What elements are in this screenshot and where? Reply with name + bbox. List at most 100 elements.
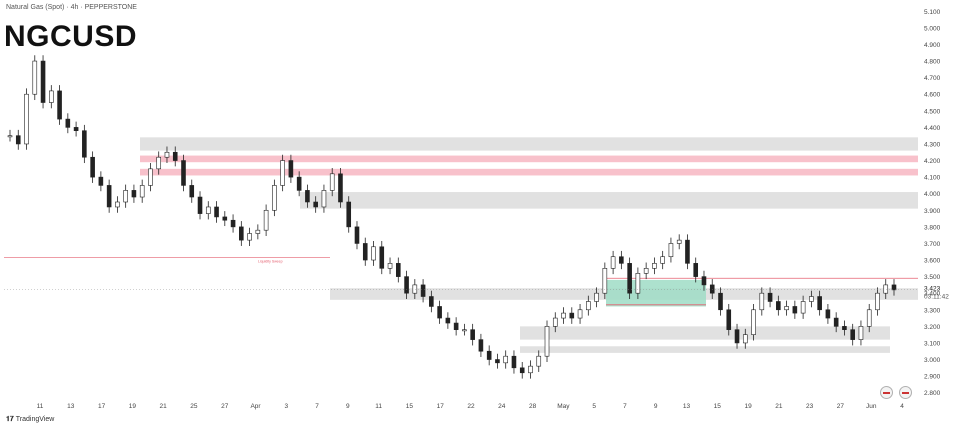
candle-body	[205, 206, 211, 214]
candle-body	[362, 243, 368, 261]
x-tick-label: 13	[683, 403, 691, 410]
currency-flag-icon-2[interactable]	[899, 386, 912, 399]
candle-body	[7, 135, 13, 138]
candle-body	[635, 272, 641, 294]
zone-teal-5	[606, 279, 706, 307]
candle-body	[222, 216, 228, 221]
candle-body	[98, 176, 104, 186]
candle-body	[784, 306, 789, 311]
candle-body	[82, 130, 87, 158]
x-tick-label: 17	[98, 403, 106, 410]
y-tick-label: 5.000	[924, 25, 941, 32]
candle-body	[230, 219, 236, 228]
zone-pink-2	[140, 168, 918, 176]
x-tick-label: 7	[315, 403, 319, 410]
x-tick-label: 22	[467, 403, 475, 410]
candle-body	[404, 276, 409, 294]
candle-body	[866, 309, 872, 327]
candle-body	[288, 160, 294, 178]
candle-body	[420, 284, 426, 297]
candle-body	[139, 185, 145, 198]
y-tick-label: 3.800	[924, 224, 941, 231]
candle-body	[619, 256, 624, 264]
candle-body	[776, 301, 781, 311]
candle-body	[313, 201, 318, 208]
x-tick-label: 11	[375, 403, 382, 410]
candle-body	[73, 127, 79, 132]
candle-body	[519, 367, 525, 374]
candle-body	[214, 206, 219, 218]
countdown-label: 03:11:42	[924, 293, 949, 300]
candle-body	[90, 156, 95, 178]
y-tick-label: 3.200	[924, 324, 941, 331]
candle-body	[891, 284, 897, 291]
candle-body	[842, 326, 847, 330]
y-tick-label: 4.600	[924, 92, 941, 99]
candle-body	[329, 173, 335, 191]
candle-body	[255, 229, 261, 234]
y-tick-label: 2.900	[924, 374, 941, 381]
candle-body	[478, 339, 484, 352]
candle-body	[693, 263, 699, 277]
candle-body	[106, 185, 112, 208]
candle-body	[453, 322, 459, 330]
y-tick-label: 3.000	[924, 357, 941, 364]
candle-body	[65, 118, 71, 128]
x-tick-label: 9	[654, 403, 658, 410]
candle-body	[809, 296, 814, 302]
candle-body	[412, 284, 418, 294]
symbol-info-line: Natural Gas (Spot) · 4h · PEPPERSTONE	[6, 4, 137, 11]
candle-body	[552, 317, 558, 327]
candle-body	[280, 160, 285, 186]
y-tick-label: 3.300	[924, 307, 941, 314]
candle-body	[759, 292, 765, 311]
candle-body	[701, 276, 707, 286]
candle-body	[800, 301, 806, 314]
candle-body	[123, 190, 128, 203]
x-tick-label: 7	[623, 403, 627, 410]
candle-body	[395, 263, 401, 277]
x-tick-label: May	[557, 403, 570, 410]
candle-body	[164, 151, 170, 158]
x-tick-label: Apr	[250, 403, 261, 410]
candle-body	[429, 296, 434, 307]
candle-body	[685, 239, 690, 264]
candle-body	[148, 168, 153, 186]
x-tick-label: 27	[837, 403, 845, 410]
candle-body	[156, 156, 162, 170]
zone-gray-6	[520, 326, 890, 340]
y-tick-label: 4.300	[924, 141, 941, 148]
y-tick-label: 3.500	[924, 274, 941, 281]
y-tick-label: 3.100	[924, 340, 941, 347]
candle-body	[883, 284, 889, 294]
zone-gray-3	[300, 192, 918, 209]
candle-body	[181, 160, 186, 186]
x-tick-label: 4	[900, 403, 904, 410]
x-tick-label: 27	[221, 403, 229, 410]
y-tick-label: 2.800	[924, 390, 941, 397]
candle-body	[15, 135, 21, 145]
candle-body	[115, 201, 120, 208]
candle-body	[561, 312, 566, 319]
candle-body	[346, 201, 352, 228]
candle-body	[858, 326, 864, 340]
y-tick-label: 4.700	[924, 75, 941, 82]
zone-gray-7	[520, 346, 890, 353]
candle-body	[536, 355, 542, 367]
candle-body	[296, 176, 302, 191]
x-tick-label: 15	[714, 403, 722, 410]
y-tick-label: 4.100	[924, 175, 941, 182]
x-tick-label: 5	[592, 403, 596, 410]
candle-body	[792, 306, 798, 314]
candle-body	[734, 329, 740, 344]
y-tick-label: 5.100	[924, 9, 941, 16]
candle-body	[470, 329, 475, 340]
x-tick-label: 13	[67, 403, 75, 410]
candle-body	[627, 263, 632, 294]
zone-gray-0	[140, 137, 918, 151]
candle-body	[643, 268, 649, 274]
currency-flag-icon[interactable]	[880, 386, 893, 399]
last-price-label: 3.423	[924, 285, 941, 292]
x-tick-label: 21	[775, 403, 783, 410]
